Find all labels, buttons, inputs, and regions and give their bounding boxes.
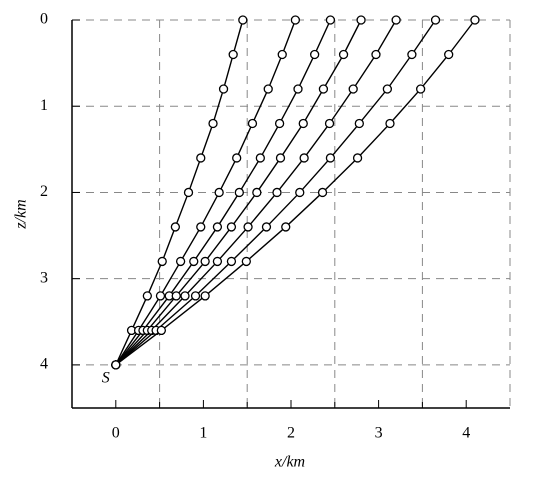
ray-marker [214,187,224,198]
y-tick-label: 4 [40,356,48,373]
x-tick-label: 0 [112,425,120,442]
ray-marker [298,118,308,129]
ray-marker [295,187,305,198]
ray-marker [255,153,265,163]
ray-marker [252,187,262,198]
ray-marker [277,49,287,60]
ray-marker [318,84,329,94]
ray-marker [170,222,181,232]
ray-marker [348,84,358,94]
ray-marker [208,118,218,129]
ray-marker [142,291,152,301]
ray-marker [356,15,366,25]
ray-marker [196,153,206,163]
ray-marker [155,291,166,301]
y-axis-label: z/km [13,199,30,229]
x-tick-label: 1 [199,425,207,442]
y-tick-label: 2 [40,183,48,200]
ray-marker [352,153,363,163]
ray-marker [470,15,480,25]
ray-marker [180,291,190,301]
ray-marker [247,118,258,129]
ray-marker [382,84,393,94]
ray-marker [444,49,454,60]
ray-marker [324,118,335,129]
ray-marker [275,153,286,163]
ray-marker [325,15,336,25]
ray-marker [190,291,201,301]
ray-marker [317,187,328,198]
ray-marker [232,153,242,163]
ray-marker [281,222,291,232]
ray-marker [243,222,253,232]
ray-marker [338,49,349,60]
ray-marker [272,187,282,198]
ray-marker [430,15,441,25]
ray-marker [354,118,364,129]
x-tick-label: 3 [375,425,383,442]
ray-marker [310,49,320,60]
ray-marker [261,222,272,232]
ray-marker [263,84,273,94]
x-tick-label: 4 [462,425,470,442]
x-tick-label: 2 [287,425,295,442]
ray-marker [189,256,199,267]
ray-marker [407,49,417,60]
ray-marker [385,118,395,129]
ray-marker [290,15,301,25]
ray-marker [415,84,426,94]
ray-marker [325,153,336,163]
y-tick-label: 3 [40,269,48,286]
y-tick-label: 0 [40,11,48,28]
ray-marker [212,256,223,267]
ray-marker [183,187,194,198]
ray-marker [228,49,238,60]
ray-marker [200,256,210,267]
ray-marker [299,153,309,163]
x-axis-label: x/km [274,454,305,471]
ray-marker [226,256,237,267]
ray-marker [371,49,381,60]
ray-marker [157,256,167,267]
ray-marker [156,325,167,336]
ray-marker [293,84,303,94]
ray-marker [391,15,401,25]
ray-marker [111,360,121,370]
ray-marker [175,256,186,267]
ray-marker [241,256,251,267]
ray-marker [196,222,206,232]
ray-marker [226,222,237,232]
source-label: S [102,370,110,387]
ray-marker [234,187,244,198]
ray-marker [212,222,223,232]
y-tick-label: 1 [40,97,48,114]
ray-marker [238,15,248,25]
ray-marker [200,291,210,301]
ray-marker [171,291,181,301]
ray-marker [218,84,229,94]
ray-marker [274,118,285,129]
